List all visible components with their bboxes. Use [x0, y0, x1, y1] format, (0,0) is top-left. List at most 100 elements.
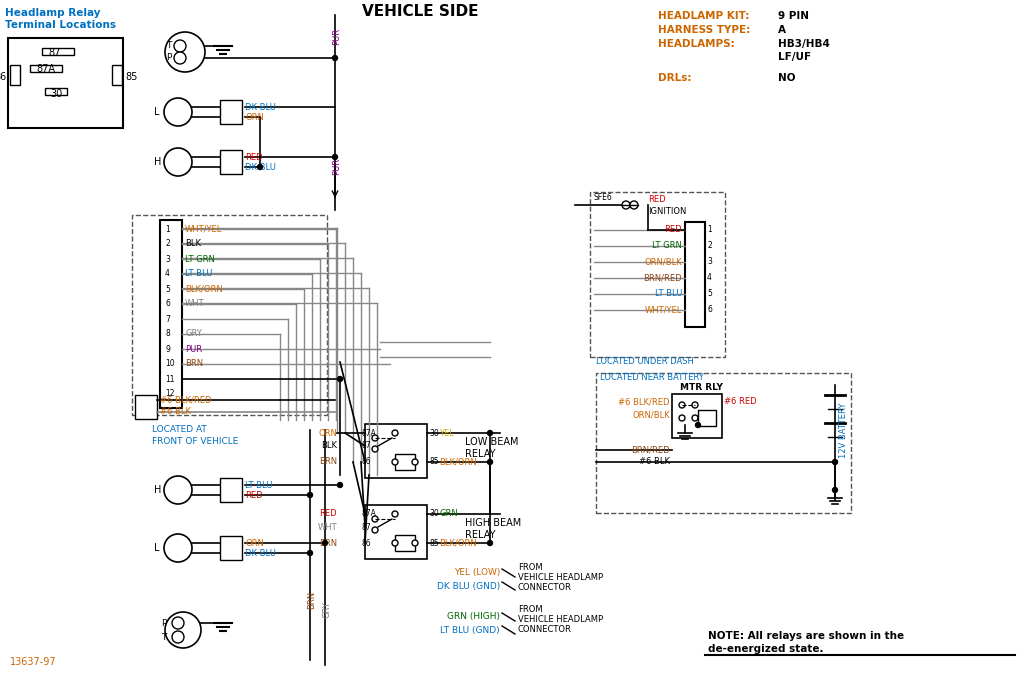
Text: P: P — [161, 618, 166, 628]
Circle shape — [392, 459, 398, 465]
Text: BLK: BLK — [321, 441, 337, 450]
Text: VEHICLE SIDE: VEHICLE SIDE — [361, 5, 478, 20]
Text: T: T — [166, 41, 171, 50]
Circle shape — [164, 476, 193, 504]
Text: HARNESS TYPE:: HARNESS TYPE: — [658, 25, 751, 35]
Text: ORN: ORN — [245, 113, 264, 121]
Text: WHT/YEL: WHT/YEL — [185, 224, 222, 233]
Text: BRN: BRN — [318, 458, 337, 466]
Bar — [112, 65, 122, 85]
Text: 8: 8 — [165, 330, 170, 338]
Circle shape — [392, 430, 398, 436]
Text: RED: RED — [245, 490, 262, 500]
Text: 30: 30 — [50, 89, 62, 99]
Circle shape — [338, 376, 342, 382]
Circle shape — [487, 460, 493, 464]
Text: BLK/ORN: BLK/ORN — [185, 285, 223, 294]
Circle shape — [412, 540, 418, 546]
Circle shape — [372, 516, 378, 522]
Text: 1: 1 — [165, 224, 170, 233]
Text: SFE6: SFE6 — [593, 193, 611, 201]
Text: BLK: BLK — [185, 239, 201, 249]
Bar — [365, 424, 427, 478]
Text: HIGH BEAM: HIGH BEAM — [465, 518, 521, 528]
Circle shape — [679, 402, 685, 408]
Circle shape — [412, 459, 418, 465]
Text: Headlamp Relay: Headlamp Relay — [5, 8, 100, 18]
Text: HEADLAMP KIT:: HEADLAMP KIT: — [658, 11, 750, 21]
Text: RELAY: RELAY — [465, 530, 496, 540]
Text: GRN (HIGH): GRN (HIGH) — [447, 612, 500, 622]
Text: RED: RED — [319, 509, 337, 519]
Circle shape — [333, 56, 338, 60]
Text: 85: 85 — [429, 538, 438, 548]
Text: 5: 5 — [165, 285, 170, 294]
Bar — [135, 395, 157, 419]
Text: HEADLAMPS:: HEADLAMPS: — [658, 39, 735, 49]
Text: 13637-97: 13637-97 — [10, 657, 56, 667]
Text: 86: 86 — [362, 538, 372, 548]
Text: 87: 87 — [362, 523, 372, 532]
Text: BRN/RED: BRN/RED — [632, 445, 670, 454]
Text: #6 BLK: #6 BLK — [160, 407, 191, 416]
Text: BRN: BRN — [318, 538, 337, 548]
Text: 2: 2 — [707, 241, 712, 250]
Text: GRY: GRY — [185, 330, 202, 338]
Circle shape — [164, 534, 193, 562]
Bar — [220, 100, 242, 124]
Text: RED: RED — [245, 153, 262, 161]
Text: YEL (LOW): YEL (LOW) — [454, 568, 500, 578]
Text: VEHICLE HEADLAMP: VEHICLE HEADLAMP — [518, 572, 603, 582]
Text: #6 BLK: #6 BLK — [639, 458, 670, 466]
Bar — [220, 150, 242, 174]
Bar — [220, 478, 242, 502]
Text: WHT/YEL: WHT/YEL — [645, 306, 682, 315]
Text: 11: 11 — [165, 374, 174, 384]
Text: 30: 30 — [429, 509, 438, 519]
Bar — [698, 410, 716, 426]
Bar — [10, 65, 20, 85]
Text: 87: 87 — [49, 48, 61, 58]
Text: LT BLU: LT BLU — [245, 481, 272, 490]
Circle shape — [372, 435, 378, 441]
Text: IGNITION: IGNITION — [648, 207, 686, 216]
Bar — [590, 192, 725, 357]
Circle shape — [165, 32, 205, 72]
Circle shape — [172, 631, 184, 643]
Text: ORN: ORN — [245, 538, 264, 548]
Text: P: P — [166, 54, 171, 62]
Circle shape — [392, 540, 398, 546]
Text: 12: 12 — [165, 389, 174, 399]
Text: BLK/ORN: BLK/ORN — [439, 458, 477, 466]
Text: MTR RLY: MTR RLY — [680, 384, 723, 393]
Text: 30: 30 — [429, 428, 438, 437]
Text: PUR: PUR — [333, 158, 341, 175]
Text: VEHICLE HEADLAMP: VEHICLE HEADLAMP — [518, 616, 603, 624]
Circle shape — [487, 431, 493, 435]
Text: PUR: PUR — [185, 344, 202, 353]
Circle shape — [692, 402, 698, 408]
Circle shape — [172, 617, 184, 629]
Text: LOCATED NEAR BATTERY: LOCATED NEAR BATTERY — [600, 372, 703, 382]
Text: LT BLU: LT BLU — [654, 290, 682, 298]
Bar — [395, 535, 415, 551]
Text: BRN/RED: BRN/RED — [643, 273, 682, 283]
Text: 87: 87 — [362, 441, 372, 450]
Text: LT BLU: LT BLU — [185, 269, 212, 279]
Circle shape — [165, 612, 201, 648]
Circle shape — [164, 98, 193, 126]
Text: RELAY: RELAY — [465, 449, 496, 459]
Text: FRONT OF VEHICLE: FRONT OF VEHICLE — [152, 437, 239, 445]
Text: ORN: ORN — [318, 428, 337, 437]
Text: #6 BLK/RED: #6 BLK/RED — [160, 395, 212, 405]
Bar — [132, 215, 327, 415]
Text: L: L — [154, 543, 160, 553]
Circle shape — [692, 415, 698, 421]
Circle shape — [174, 52, 186, 64]
Bar — [395, 454, 415, 470]
Text: BLK/ORN: BLK/ORN — [439, 538, 477, 548]
Text: NOTE: All relays are shown in the: NOTE: All relays are shown in the — [708, 631, 904, 641]
Text: 3: 3 — [707, 258, 712, 266]
Text: 9: 9 — [165, 344, 170, 353]
Text: 4: 4 — [707, 273, 712, 283]
